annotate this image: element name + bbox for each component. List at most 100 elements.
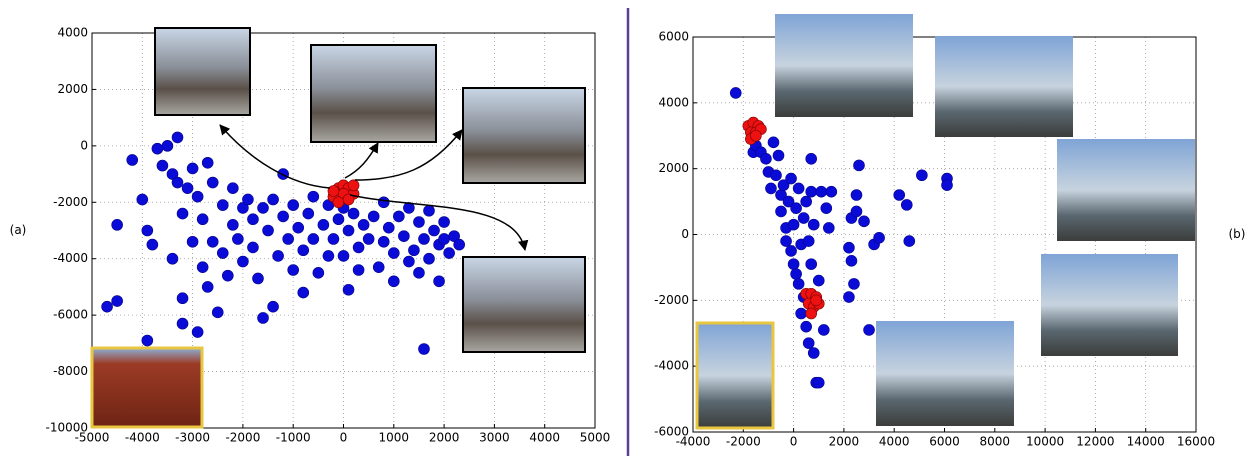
y-tick-label: -2000 [53,195,88,209]
y-tick-label: 4000 [57,26,88,40]
point [811,295,822,306]
point [403,256,414,267]
point [308,191,319,202]
point [786,245,797,256]
point [298,245,309,256]
y-tick-label: 2000 [57,82,88,96]
x-tick-label: 10000 [1026,435,1064,449]
point [791,203,802,214]
point [328,186,339,197]
point [293,222,304,233]
point [353,265,364,276]
point [788,219,799,230]
x-tick-label: 3000 [479,431,510,445]
point [864,324,875,335]
x-tick-label: 14000 [1127,435,1165,449]
point [383,222,394,233]
point [258,312,269,323]
point [358,219,369,230]
point [273,250,284,261]
point [813,275,824,286]
y-tick-label: -8000 [53,364,88,378]
point [801,196,812,207]
point [197,214,208,225]
point [821,203,832,214]
panel-label: (a) [10,223,27,237]
point [916,170,927,181]
x-tick-label: 0 [790,435,798,449]
point [796,308,807,319]
point [328,233,339,244]
point [167,253,178,264]
point [202,281,213,292]
x-tick-label: 0 [340,431,348,445]
y-tick-label: -2000 [654,293,689,307]
point [806,308,817,319]
point [801,321,812,332]
point [803,236,814,247]
y-tick-label: 4000 [658,95,689,109]
point [197,262,208,273]
point [765,183,776,194]
x-tick-label: 1000 [379,431,410,445]
point [212,307,223,318]
point [806,259,817,270]
point [843,292,854,303]
point [818,324,829,335]
point [157,160,168,171]
x-tick-label: -1000 [276,431,311,445]
point [187,163,198,174]
point [152,143,163,154]
point [781,236,792,247]
point [444,248,455,259]
x-tick-label: 8000 [980,435,1011,449]
point [730,87,741,98]
point [227,219,238,230]
point [137,194,148,205]
photo [463,88,585,183]
point [439,233,450,244]
point [343,284,354,295]
y-tick-label: 6000 [658,30,689,44]
y-tick-label: -6000 [654,425,689,439]
photo [1057,139,1195,241]
point [424,253,435,264]
point [904,236,915,247]
point [217,248,228,259]
point [813,377,824,388]
photo [1041,254,1178,356]
point [793,183,804,194]
x-tick-label: -3000 [175,431,210,445]
point [227,183,238,194]
point [429,225,440,236]
point [142,335,153,346]
photo [311,45,436,142]
point [343,225,354,236]
y-tick-label: 0 [80,138,88,152]
point [846,255,857,266]
point [378,197,389,208]
y-tick-label: 2000 [658,161,689,175]
point [942,180,953,191]
point [388,276,399,287]
point [283,233,294,244]
point [333,214,344,225]
point [848,278,859,289]
point [393,211,404,222]
point [851,206,862,217]
point [142,225,153,236]
point [268,194,279,205]
point [859,216,870,227]
point [162,140,173,151]
point [247,214,258,225]
point [770,170,781,181]
point [348,208,359,219]
x-tick-label: 12000 [1076,435,1114,449]
point [874,232,885,243]
point [791,269,802,280]
point [853,160,864,171]
point [323,250,334,261]
point [776,206,787,217]
photo [775,14,913,117]
point [192,191,203,202]
